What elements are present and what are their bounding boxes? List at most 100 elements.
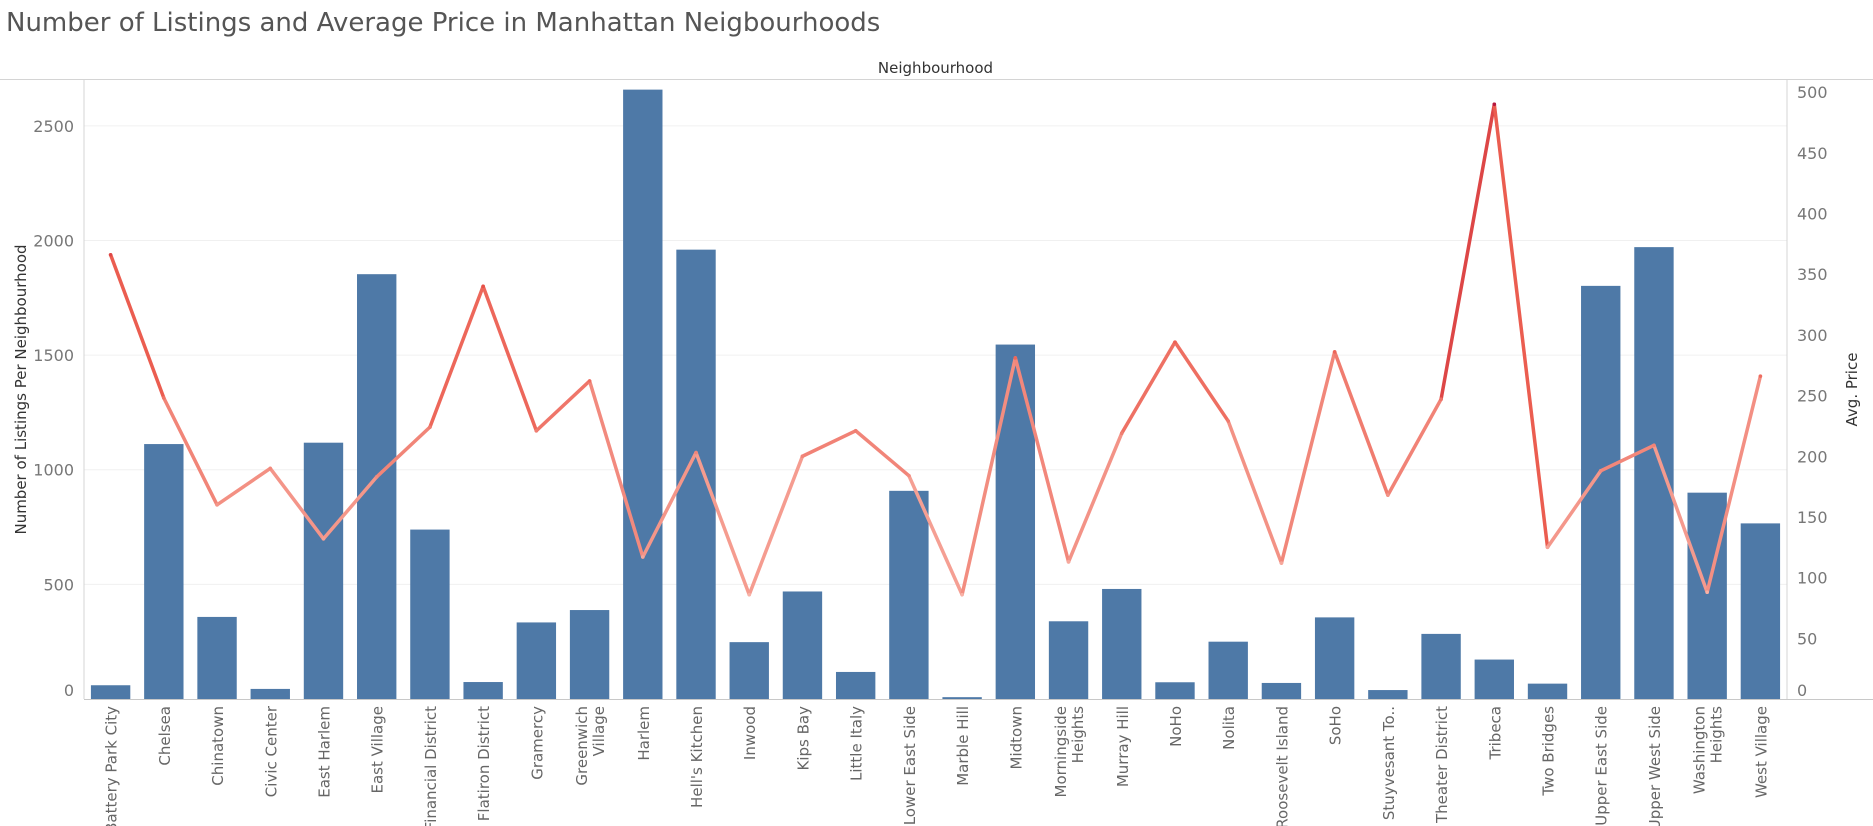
x-category-label: Chelsea: [156, 706, 174, 766]
y2-tick-label: 300: [1797, 326, 1828, 345]
y2-tick-label: 50: [1797, 629, 1817, 648]
line-point: [1492, 102, 1497, 107]
line-point: [800, 454, 805, 459]
bar: [1740, 523, 1781, 699]
plot-frame: [0, 79, 1873, 700]
bar: [835, 671, 876, 699]
bar: [197, 616, 237, 699]
line-segment: [1652, 443, 1709, 594]
x-category-label: Battery Park City: [103, 706, 121, 826]
y2-tick-label: 350: [1797, 265, 1828, 284]
y-tick-label: 500: [43, 575, 74, 594]
y-tick-label: 2000: [33, 231, 74, 250]
line-point: [321, 536, 326, 541]
line-segment: [215, 466, 273, 507]
line-segment: [1439, 102, 1497, 401]
line-point: [1332, 350, 1337, 354]
line-point: [1439, 397, 1443, 402]
x-category-label: Roosevelt Island: [1273, 706, 1291, 826]
y2-tick-label: 450: [1797, 144, 1828, 163]
bar: [889, 490, 929, 699]
bar: [942, 697, 982, 699]
x-category-label: Little Italy: [848, 706, 866, 781]
x-category-label: Theater District: [1433, 706, 1451, 824]
line-point: [1066, 560, 1071, 564]
y-tick-label: 1500: [33, 346, 74, 365]
bar: [250, 688, 290, 699]
line-point: [1013, 356, 1018, 360]
bar: [357, 274, 397, 699]
bar: [1634, 247, 1674, 699]
bar: [569, 610, 610, 699]
y2-tick-label: 150: [1797, 508, 1828, 527]
y-tick-label: 1000: [33, 461, 74, 480]
x-category-label: NoHo: [1167, 706, 1185, 747]
x-category-label: East Harlem: [315, 706, 333, 798]
y-tick-label: 0: [64, 681, 74, 700]
line-segment: [108, 253, 166, 400]
bar: [1261, 682, 1302, 699]
y2-tick-label: 0: [1797, 681, 1807, 700]
bar: [1421, 633, 1461, 699]
line-segment: [853, 429, 911, 478]
line-segment: [321, 475, 379, 541]
y2-tick-label: 250: [1797, 387, 1828, 406]
line-segment: [534, 379, 592, 433]
bar: [995, 344, 1036, 699]
line-point: [1598, 469, 1603, 473]
line-segment: [1066, 431, 1124, 564]
x-category-label: Midtown: [1007, 706, 1025, 769]
column-header: Neighbourhood: [878, 59, 993, 77]
line-point: [960, 592, 964, 597]
bar: [1474, 659, 1514, 699]
bar: [1048, 621, 1089, 699]
line-point: [428, 425, 432, 429]
bar: [1314, 617, 1355, 699]
bars: [90, 89, 1781, 699]
bar: [782, 591, 823, 699]
bar: [623, 89, 663, 699]
line-point: [1226, 419, 1231, 423]
line-segment: [800, 429, 858, 459]
bar: [90, 685, 131, 699]
x-category-label: Morningside: [1052, 706, 1070, 797]
x-category-label: Heights: [1069, 706, 1087, 764]
line-point: [108, 252, 113, 257]
line-segment: [268, 466, 326, 541]
bar: [1102, 588, 1142, 699]
line-segment: [1492, 102, 1550, 550]
x-category-label: Stuyvesant To..: [1380, 706, 1398, 820]
x-category-label: Tribeca: [1486, 706, 1504, 760]
line-point: [374, 475, 379, 479]
line-point: [1279, 561, 1284, 565]
line-segment: [1279, 350, 1337, 565]
bar: [1687, 492, 1727, 699]
x-category-label: Gramercy: [528, 706, 546, 780]
line-point: [1119, 431, 1124, 435]
y2-tick-label: 400: [1797, 205, 1828, 224]
line-segment: [1226, 419, 1284, 565]
bar: [303, 442, 344, 699]
line-point: [853, 428, 858, 433]
x-category-label: Nolita: [1220, 706, 1238, 750]
x-category-label: Marble Hill: [954, 706, 972, 786]
y2-axis-ticks: 0 50 100 150 200 250 300 350 400 450 500: [1797, 83, 1828, 700]
line-point: [640, 555, 645, 559]
line-point: [1545, 545, 1550, 550]
x-category-label: Upper East Side: [1593, 706, 1611, 826]
x-category-label: Murray Hill: [1114, 706, 1132, 787]
x-category-label: Inwood: [741, 706, 759, 760]
line-segment: [1332, 350, 1390, 497]
line-point: [587, 379, 592, 383]
line-segment: [428, 284, 485, 429]
bar: [1368, 690, 1408, 699]
bar: [1208, 641, 1248, 699]
line-point: [694, 450, 698, 455]
bar: [676, 249, 716, 699]
x-category-label: Kips Bay: [794, 706, 812, 771]
price-line: [108, 102, 1763, 597]
line-segment: [747, 454, 805, 597]
line-point: [534, 428, 539, 433]
x-category-label: Flatiron District: [475, 706, 493, 821]
y-tick-label: 2500: [33, 117, 74, 136]
